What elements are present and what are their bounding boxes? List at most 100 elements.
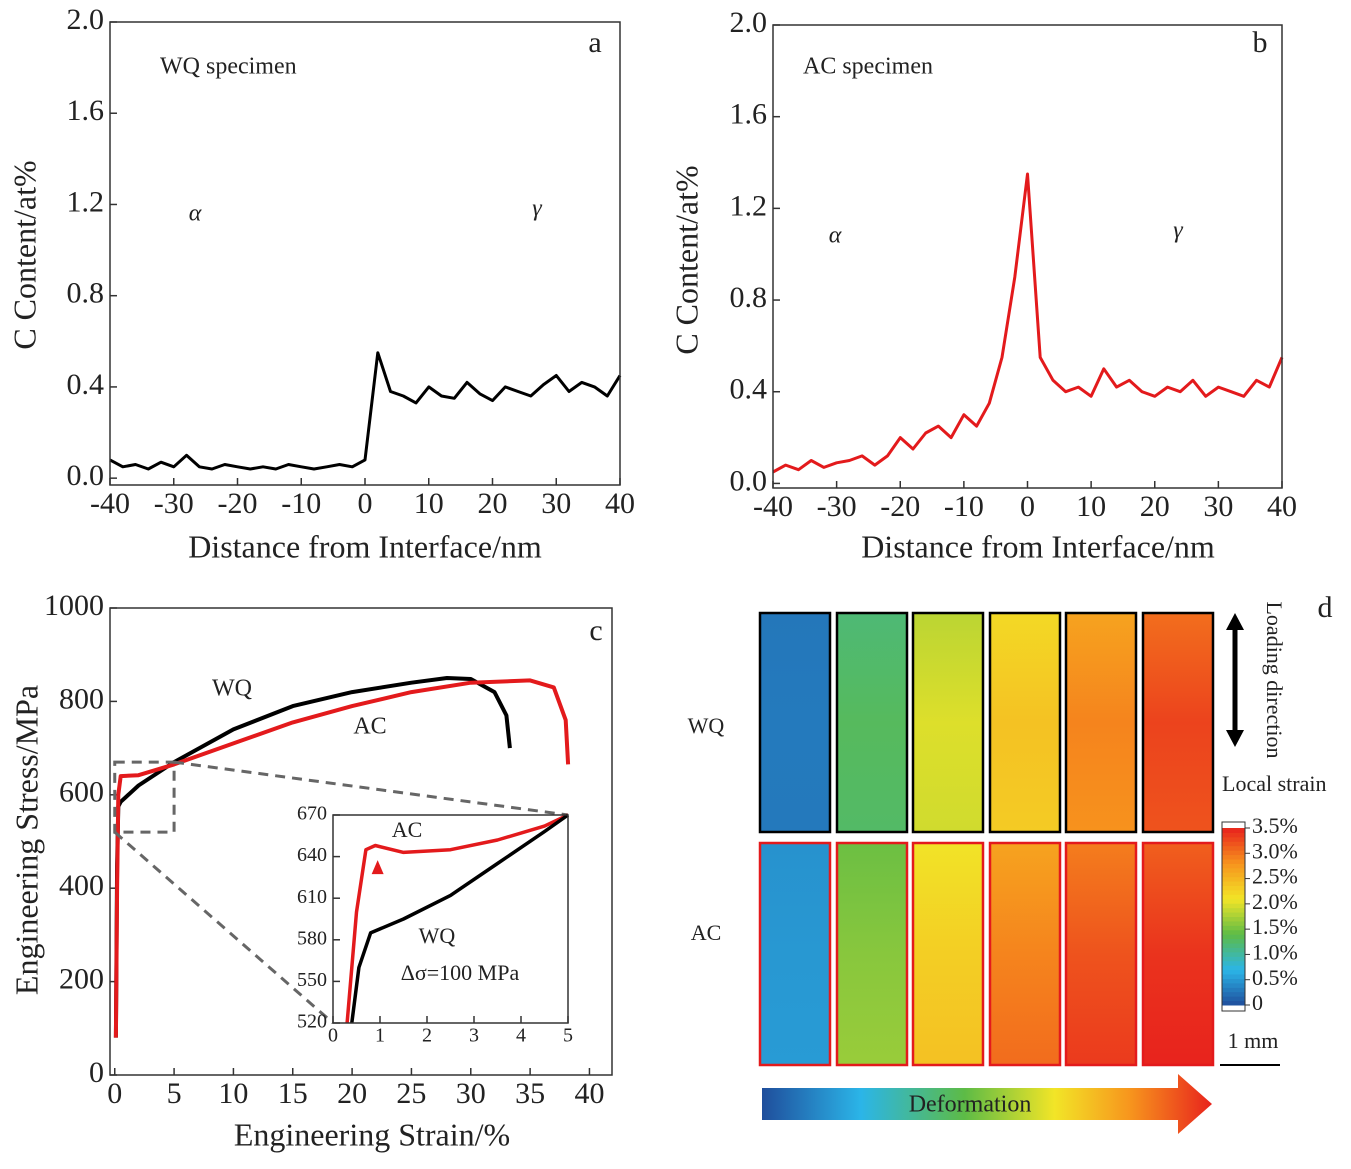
x-tick-label: 35 — [515, 1077, 545, 1110]
x-axis-label: Distance from Interface/nm — [861, 528, 1215, 564]
annotation: γ — [1173, 218, 1183, 244]
x-tick-label: 30 — [541, 487, 571, 520]
colorbar-tick-label: 1.0% — [1252, 939, 1298, 964]
x-tick-label: 25 — [396, 1077, 426, 1110]
x-tick-label: 15 — [278, 1077, 308, 1110]
strain-panel — [1141, 841, 1215, 1067]
colorbar-step — [1222, 903, 1245, 909]
x-tick-label: 20 — [1140, 490, 1170, 523]
loading-label: Loading direction — [1262, 601, 1287, 758]
series-label: AC — [353, 714, 386, 740]
x-tick-label: 10 — [218, 1077, 248, 1110]
x-tick-label: -20 — [218, 487, 258, 520]
x-tick-label: 4 — [516, 1025, 526, 1047]
x-tick-label: 10 — [1076, 490, 1106, 523]
strain-panel — [1064, 611, 1138, 834]
x-tick-label: 5 — [563, 1025, 573, 1047]
annotation: α — [829, 223, 842, 249]
strain-panel — [1141, 611, 1215, 834]
strain-panel — [835, 611, 909, 834]
colorbar-step — [1222, 1000, 1245, 1006]
y-tick-label: 0.8 — [730, 281, 768, 314]
colorbar-tick-label: 0.5% — [1252, 965, 1298, 990]
y-tick-label: 1.6 — [730, 98, 768, 131]
zoom-line — [173, 760, 569, 817]
y-tick-label: 0.0 — [67, 459, 105, 492]
data-line — [350, 813, 570, 1024]
y-tick-label: 610 — [297, 886, 327, 908]
panel-label: d — [1318, 591, 1333, 624]
y-tick-label: 400 — [59, 869, 104, 902]
strain-panel — [988, 611, 1062, 834]
colorbar-step — [1222, 925, 1245, 931]
y-tick-label: 0.0 — [730, 464, 768, 497]
data-line — [113, 678, 571, 1038]
x-tick-label: 30 — [1203, 490, 1233, 523]
x-tick-label: -10 — [944, 490, 984, 523]
y-axis-label: Engineering Stress/MPa — [8, 685, 44, 995]
x-tick-label: -40 — [90, 487, 130, 520]
y-tick-label: 800 — [59, 682, 104, 715]
colorbar-step — [1222, 947, 1245, 953]
colorbar-frame — [1221, 821, 1246, 1012]
colorbar-step — [1222, 850, 1245, 856]
x-tick-label: -40 — [753, 490, 793, 523]
colorbar-step — [1222, 987, 1245, 993]
strain-panel — [758, 841, 832, 1067]
scale-bar-label: 1 mm — [1228, 1028, 1279, 1053]
inset-background — [333, 815, 568, 1023]
zoom-line — [113, 831, 334, 1025]
colorbar-step — [1222, 832, 1245, 838]
deformation-arrow — [762, 1074, 1212, 1134]
annotation: α — [189, 201, 202, 227]
x-tick-label: 20 — [337, 1077, 367, 1110]
colorbar-step — [1222, 881, 1245, 887]
colorbar-title: Local strain — [1222, 771, 1326, 796]
y-axis-label: C Content/at% — [6, 160, 42, 349]
colorbar-step — [1222, 969, 1245, 975]
colorbar-step — [1222, 982, 1245, 988]
colorbar-tick-label: 1.5% — [1252, 914, 1298, 939]
annotation: a — [588, 26, 601, 59]
colorbar-step — [1222, 845, 1245, 851]
annotation: γ — [532, 196, 542, 222]
colorbar-step — [1222, 956, 1245, 962]
colorbar-step — [1222, 960, 1245, 966]
series-label: WQ — [419, 923, 456, 948]
colorbar-step — [1222, 858, 1245, 864]
plot-frame — [332, 814, 569, 1024]
y-tick-label: 1.2 — [67, 185, 105, 218]
colorbar-step — [1222, 898, 1245, 904]
colorbar-step — [1222, 974, 1245, 979]
x-tick-label: -20 — [880, 490, 920, 523]
strain-panel — [758, 611, 832, 834]
row-label: AC — [691, 920, 722, 945]
x-tick-label: -10 — [281, 487, 321, 520]
y-tick-label: 670 — [297, 803, 327, 825]
data-line — [772, 172, 1284, 474]
x-axis-label: Distance from Interface/nm — [188, 528, 542, 564]
annotation: WQ specimen — [160, 54, 297, 80]
data-line — [345, 813, 569, 1024]
x-tick-label: 10 — [414, 487, 444, 520]
colorbar-tick-label: 3.5% — [1252, 813, 1298, 838]
series-label: WQ — [212, 676, 252, 702]
colorbar-step — [1222, 938, 1245, 944]
x-tick-label: -30 — [817, 490, 857, 523]
y-tick-label: 600 — [59, 776, 104, 809]
deformation-label: Deformation — [909, 1092, 1032, 1118]
y-tick-label: 550 — [297, 969, 327, 991]
plot-frame — [109, 607, 613, 1076]
colorbar-tick-label: 0 — [1252, 990, 1263, 1015]
plot-frame — [772, 24, 1283, 489]
x-tick-label: -30 — [154, 487, 194, 520]
colorbar-step — [1222, 951, 1245, 957]
annotation: AC specimen — [803, 54, 933, 80]
colorbar-step — [1222, 885, 1245, 891]
colorbar-step — [1222, 991, 1245, 997]
colorbar-step — [1222, 889, 1245, 895]
colorbar-tick-label: 2.0% — [1252, 889, 1298, 914]
colorbar-tick-label: 3.0% — [1252, 838, 1298, 863]
strain-panel — [988, 841, 1062, 1067]
